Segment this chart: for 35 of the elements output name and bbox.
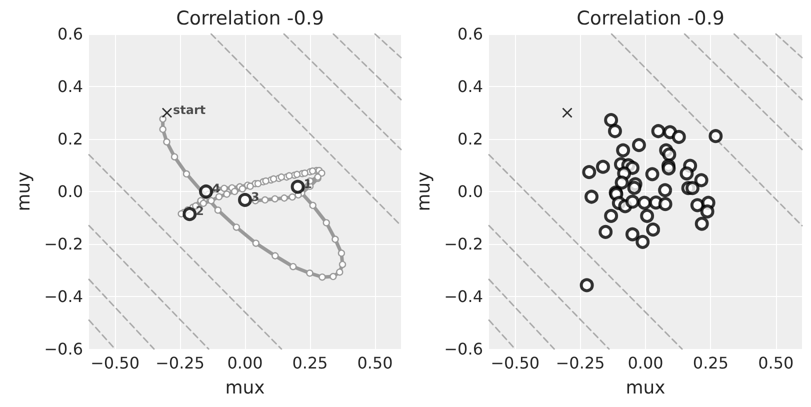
x-axis-title: mux xyxy=(225,378,266,398)
y-tick-label: 0.0 xyxy=(58,182,83,201)
x-tick-label: −0.50 xyxy=(90,354,140,372)
y-tick-label: −0.2 xyxy=(444,234,483,254)
chart-title: Correlation -0.9 xyxy=(576,8,724,30)
x-tick-label: −0.25 xyxy=(155,354,205,372)
y-tick-label: −0.6 xyxy=(444,340,483,358)
annotation: 3 xyxy=(251,190,260,204)
x-tick-label: 0.00 xyxy=(227,354,263,372)
annotation: start xyxy=(173,102,206,117)
x-tick-label: 0.50 xyxy=(758,354,794,372)
annotation: 1 xyxy=(304,176,312,191)
x-axis-title: mux xyxy=(626,378,666,398)
y-tick-label: 0.6 xyxy=(58,24,83,44)
y-tick-label: 0.4 xyxy=(58,77,83,96)
y-tick-label: −0.2 xyxy=(44,234,83,254)
y-tick-label: 0.2 xyxy=(458,130,483,148)
annotation: 4 xyxy=(212,182,220,196)
chart-title: Correlation -0.9 xyxy=(176,8,324,30)
x-tick-label: 0.00 xyxy=(628,354,664,372)
x-tick-label: −0.25 xyxy=(556,354,605,372)
x-tick-label: 0.50 xyxy=(357,354,393,372)
y-axis-title: muy xyxy=(14,171,35,212)
y-tick-label: 0.2 xyxy=(58,130,83,148)
y-tick-label: 0.0 xyxy=(458,182,483,201)
y-tick-label: −0.4 xyxy=(44,287,83,306)
y-tick-label: 0.4 xyxy=(458,77,483,96)
x-tick-label: −0.50 xyxy=(490,354,540,372)
y-tick-label: −0.6 xyxy=(44,340,83,358)
x-tick-label: 0.25 xyxy=(692,354,729,372)
x-tick-label: 0.25 xyxy=(292,354,328,372)
y-tick-label: 0.6 xyxy=(458,24,483,44)
y-tick-label: −0.4 xyxy=(444,287,483,306)
y-axis-title: muy xyxy=(414,171,435,212)
annotation: 2 xyxy=(196,204,204,218)
